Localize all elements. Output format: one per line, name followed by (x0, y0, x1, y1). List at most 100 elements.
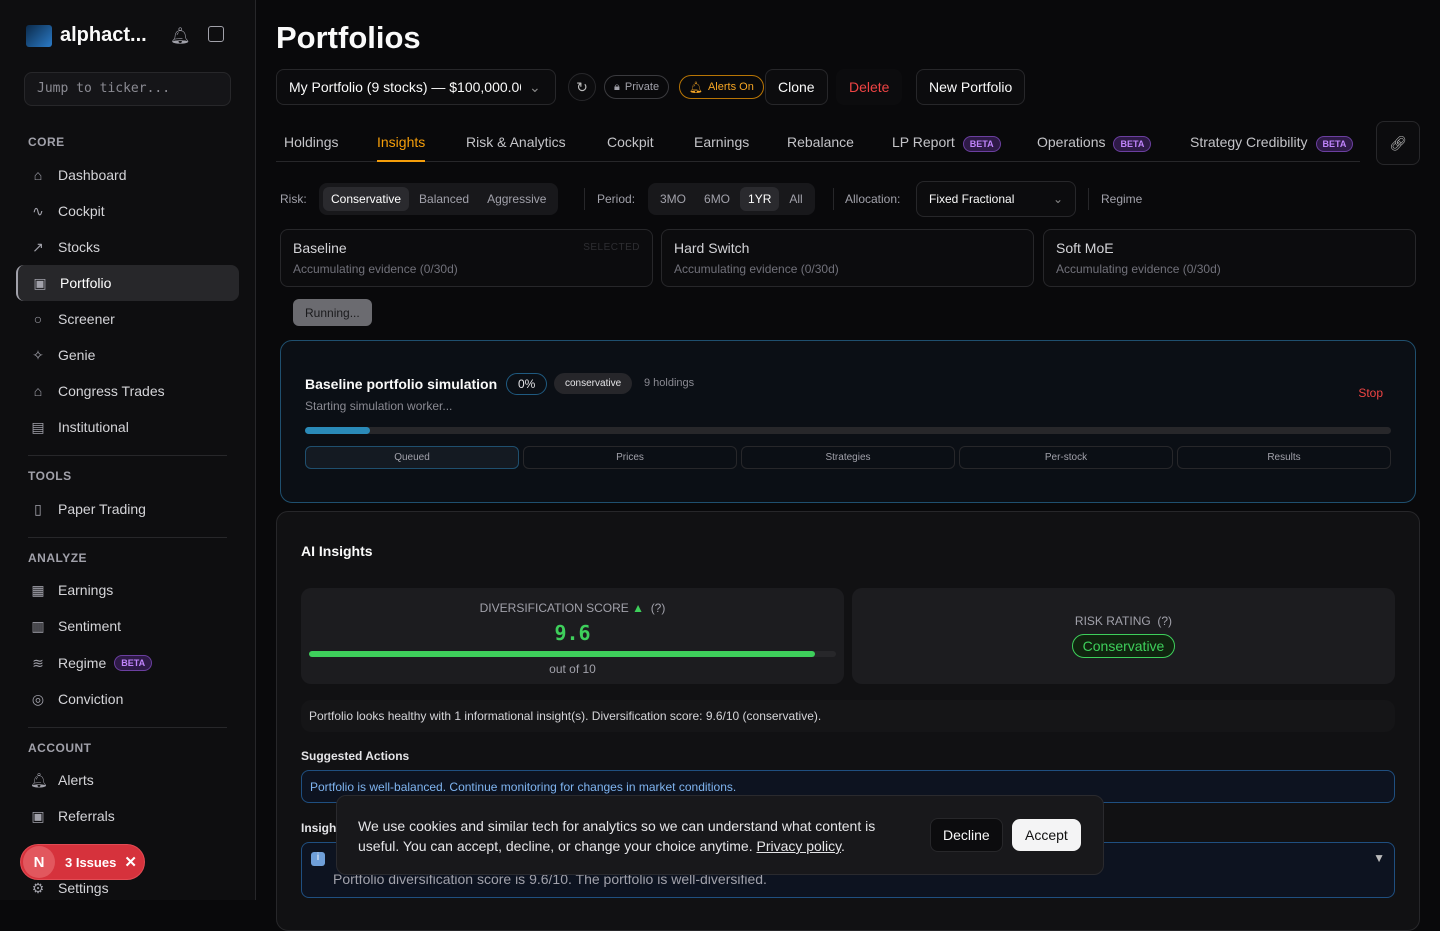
strategy-status: Accumulating evidence (0/30d) (293, 262, 458, 276)
tab-rebalance[interactable]: Rebalance (787, 134, 854, 150)
diversification-bar (309, 651, 836, 657)
divider (28, 455, 227, 456)
stage-strategies: Strategies (741, 446, 955, 469)
private-toggle[interactable]: 🔒︎ Private (604, 75, 670, 99)
risk-aggressive[interactable]: Aggressive (487, 192, 547, 206)
sidebar-item-genie[interactable]: ✧ Genie (16, 337, 239, 373)
stage-results: Results (1177, 446, 1391, 469)
strategy-card-baseline[interactable]: Baseline Accumulating evidence (0/30d) SEL… (280, 229, 653, 287)
tab-insights[interactable]: Insights (377, 134, 426, 162)
label: Paper Trading (58, 501, 146, 517)
strategy-name: Baseline (293, 240, 347, 256)
privacy-policy-link[interactable]: Privacy policy (756, 838, 842, 854)
sidebar-item-sentiment[interactable]: ▥ Sentiment (16, 608, 239, 644)
tab-lp-report[interactable]: LP Report BETA (892, 134, 1001, 152)
simulation-status: Starting simulation worker... (305, 399, 453, 413)
period-all[interactable]: All (789, 192, 803, 206)
sidebar-item-regime[interactable]: ≋ Regime BETA (16, 645, 239, 681)
sidebar-item-stocks[interactable]: ↗ Stocks (16, 229, 239, 265)
refresh-button[interactable]: ↻ (568, 73, 596, 101)
sidebar-item-institutional[interactable]: ▤ Institutional (16, 409, 239, 445)
sidebar-item-conviction[interactable]: ◎ Conviction (16, 681, 239, 717)
tab-strategy-credibility[interactable]: Strategy Credibility BETA (1190, 134, 1354, 152)
label: Congress Trades (58, 383, 165, 399)
sidebar-item-settings[interactable]: ⚙ Settings (16, 870, 239, 906)
period-6mo[interactable]: 6MO (704, 192, 731, 206)
bell-icon[interactable]: 🔔︎ (170, 28, 191, 45)
home-icon: ⌂ (33, 167, 43, 183)
sidebar-item-referrals[interactable]: ▣ Referrals (16, 798, 239, 834)
regime-toggle[interactable]: Regime (1101, 192, 1143, 206)
accept-button[interactable]: Accept (1012, 819, 1081, 851)
section-tools: TOOLS (28, 469, 72, 483)
alerts-toggle[interactable]: 🔔︎ Alerts On (679, 75, 764, 99)
sidebar-item-alerts[interactable]: 🔔︎ Alerts (16, 762, 239, 798)
strategy-card-soft-moe[interactable]: Soft MoE Accumulating evidence (0/30d) (1043, 229, 1416, 287)
sidebar-item-earnings[interactable]: ▦ Earnings (16, 572, 239, 608)
allocation-select[interactable]: Fixed Fractional ⌄ (916, 181, 1076, 217)
label: Dashboard (58, 167, 127, 183)
sidebar-item-paper-trading[interactable]: ▯ Paper Trading (16, 491, 239, 527)
help-icon[interactable]: (?) (650, 601, 666, 615)
suggested-actions-title: Suggested Actions (301, 749, 410, 763)
stop-button[interactable]: Stop (1358, 386, 1383, 400)
tab-risk-analytics[interactable]: Risk & Analytics (466, 134, 566, 150)
new-portfolio-button[interactable]: New Portfolio (916, 69, 1026, 105)
risk-segmented: Conservative Balanced Aggressive (319, 183, 559, 215)
sidebar-item-cockpit[interactable]: ∿ Cockpit (16, 193, 239, 229)
running-button[interactable]: Running... (293, 299, 372, 326)
portfolio-select[interactable]: My Portfolio (9 stocks) — $100,000.00 ⌄ (276, 69, 556, 105)
avatar: N (23, 846, 55, 878)
clone-button[interactable]: Clone (765, 69, 828, 105)
strategy-card-hard-switch[interactable]: Hard Switch Accumulating evidence (0/30d) (661, 229, 1034, 287)
delete-button[interactable]: Delete (836, 69, 903, 105)
strategy-name: Hard Switch (674, 240, 750, 256)
selected-tag: SELECTED (583, 242, 640, 253)
brand-name[interactable]: alphact... (60, 24, 147, 46)
risk-label: Risk: (280, 192, 307, 206)
label: Alerts (58, 772, 94, 788)
period-segmented: 3MO 6MO 1YR All (648, 183, 815, 215)
period: . (841, 838, 845, 854)
tab-holdings[interactable]: Holdings (284, 134, 339, 150)
sidebar-item-congress-trades[interactable]: ⌂ Congress Trades (16, 373, 239, 409)
risk-conservative[interactable]: Conservative (323, 187, 410, 211)
portfolio-select-value: My Portfolio (9 stocks) — $100,000.00 (289, 79, 521, 95)
stage-queued: Queued (305, 446, 519, 469)
risk-balanced[interactable]: Balanced (419, 192, 470, 206)
beta-badge: BETA (1315, 136, 1354, 152)
decline-button[interactable]: Decline (930, 818, 1003, 852)
label: Strategy Credibility (1190, 134, 1308, 150)
divider (833, 188, 834, 210)
tab-earnings[interactable]: Earnings (694, 134, 750, 150)
divider (28, 537, 227, 538)
label: Portfolio (60, 275, 112, 291)
tab-cockpit[interactable]: Cockpit (607, 134, 654, 150)
sidebar-item-dashboard[interactable]: ⌂ Dashboard (16, 157, 239, 193)
holdings-count: 9 holdings (644, 377, 695, 389)
expand-icon[interactable]: ▼ (1373, 851, 1385, 865)
trending-up-icon: ↗ (32, 238, 44, 255)
gear-icon: ⚙ (31, 879, 45, 896)
file-icon: ▯ (34, 500, 42, 517)
collapse-sidebar-icon[interactable] (208, 26, 224, 42)
profile-badge: conservative (554, 373, 633, 394)
close-icon[interactable]: ✕ (124, 854, 137, 871)
simulation-percent: 0% (506, 373, 548, 395)
period-3mo[interactable]: 3MO (660, 192, 687, 206)
label: Settings (58, 880, 109, 896)
sidebar-item-portfolio[interactable]: ▣ Portfolio (16, 265, 239, 301)
issues-label: 3 Issues (65, 854, 117, 870)
tab-operations[interactable]: Operations BETA (1037, 134, 1152, 152)
page-title: Portfolios (276, 20, 421, 55)
label: Genie (58, 347, 96, 363)
share-link-button[interactable]: 🔗︎ (1376, 121, 1420, 165)
brand-logo[interactable] (26, 25, 52, 47)
help-icon[interactable]: (?) (1157, 614, 1173, 628)
period-1yr[interactable]: 1YR (740, 187, 780, 211)
private-label: Private (624, 81, 660, 93)
issues-badge[interactable]: N 3 Issues ✕ (20, 844, 145, 880)
ticker-search-input[interactable]: Jump to ticker... (24, 72, 231, 106)
gift-icon: ▣ (31, 807, 45, 824)
sidebar-item-screener[interactable]: ○ Screener (16, 301, 239, 337)
